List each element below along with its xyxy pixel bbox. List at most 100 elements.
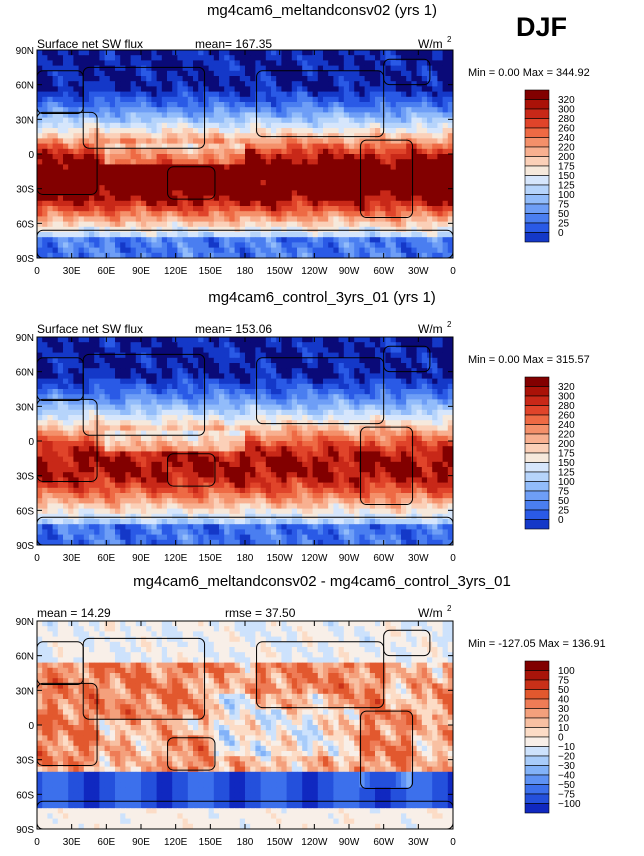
heatmap-cell (89, 148, 95, 155)
colorbar-box (524, 118, 550, 129)
heatmap-cell (104, 216, 111, 222)
heatmap-cell (161, 148, 168, 155)
heatmap-cell (447, 415, 454, 421)
heatmap-cell (125, 363, 131, 369)
heatmap-cell (219, 337, 225, 343)
heatmap-cell (141, 107, 147, 113)
heatmap-cell (390, 76, 397, 82)
heatmap-cell (328, 226, 334, 233)
heatmap-cell (167, 148, 173, 155)
heatmap-cell (281, 226, 287, 233)
heatmap-cell (333, 216, 339, 222)
heatmap-cell (156, 441, 163, 447)
heatmap-cell (104, 415, 111, 421)
heatmap-cell (317, 206, 324, 212)
heatmap-cell (151, 383, 157, 390)
heatmap-cell (286, 65, 293, 72)
heatmap-cell (255, 70, 261, 77)
heatmap-cell (109, 389, 116, 395)
heatmap-cell (83, 221, 90, 228)
heatmap-cell (302, 200, 308, 207)
heatmap-cell (297, 420, 303, 426)
heatmap-cell (265, 112, 272, 118)
heatmap-cell (349, 200, 355, 207)
heatmap-cell (442, 242, 449, 248)
heatmap-cell (219, 154, 225, 160)
heatmap-cell (130, 133, 137, 139)
heatmap-cell (89, 65, 95, 72)
heatmap-cell (198, 138, 204, 144)
heatmap-cell (343, 81, 350, 87)
heatmap-cell (349, 216, 355, 222)
heatmap-cell (115, 164, 121, 170)
heatmap-cell (260, 117, 267, 124)
heatmap-cell (369, 232, 376, 238)
heatmap-cell (167, 70, 173, 77)
heatmap-cell (432, 159, 438, 165)
heatmap-cell (416, 117, 423, 124)
colorbar-label: 260 (558, 124, 575, 135)
panel-title: mg4cam6_control_3yrs_01 (yrs 1) (208, 289, 436, 306)
heatmap-cell (104, 441, 111, 447)
heatmap-cell (411, 180, 417, 186)
heatmap-cell (312, 352, 319, 359)
heatmap-cell (104, 342, 111, 348)
heatmap-cell (302, 117, 308, 124)
heatmap-cell (208, 237, 215, 243)
heatmap-cell (151, 102, 157, 108)
heatmap-cell (447, 102, 454, 108)
heatmap-cell (369, 425, 376, 431)
heatmap-cell (437, 107, 443, 113)
heatmap-cell (416, 226, 423, 233)
heatmap-cell (141, 415, 147, 421)
heatmap-cell (47, 60, 53, 66)
heatmap-cell (307, 216, 313, 222)
heatmap-cell (193, 389, 199, 395)
heatmap-cell (109, 128, 116, 134)
heatmap-cell (411, 337, 417, 343)
heatmap-cell (115, 211, 121, 217)
heatmap-cell (78, 247, 85, 254)
heatmap-cell (281, 143, 287, 150)
heatmap-cell (250, 216, 256, 222)
heatmap-cell (380, 347, 386, 353)
lon-tick-label: 120W (301, 266, 328, 277)
heatmap-cell (323, 352, 329, 359)
heatmap-cell (73, 112, 79, 118)
heatmap-cell (78, 55, 85, 61)
heatmap-cell (78, 237, 85, 243)
heatmap-cell (416, 174, 423, 181)
heatmap-cell (63, 122, 69, 129)
heatmap-cell (447, 420, 454, 426)
heatmap-cell (411, 195, 417, 202)
heatmap-cell (208, 409, 215, 416)
heatmap-cell (291, 399, 298, 405)
heatmap-cell (146, 102, 152, 108)
heatmap-cell (73, 435, 79, 442)
heatmap-cell (307, 174, 313, 181)
heatmap-cell (130, 60, 137, 66)
heatmap-cell (406, 373, 412, 379)
heatmap-cell (432, 399, 438, 405)
heatmap-cell (245, 185, 251, 191)
heatmap-cell (427, 237, 433, 243)
heatmap-cell (317, 237, 324, 243)
heatmap-cell (161, 50, 168, 56)
heatmap-cell (135, 347, 142, 353)
heatmap-cell (42, 143, 48, 150)
heatmap-cell (208, 347, 215, 353)
heatmap-cell (421, 164, 428, 170)
heatmap-cell (83, 102, 90, 108)
heatmap-cell (193, 425, 199, 431)
heatmap-cell (416, 399, 423, 405)
heatmap-cell (172, 133, 178, 139)
heatmap-cell (234, 70, 241, 77)
heatmap-cell (120, 383, 126, 390)
heatmap-cell (198, 55, 204, 61)
heatmap-cell (255, 347, 261, 353)
heatmap-cell (42, 128, 48, 134)
heatmap-cell (213, 237, 220, 243)
heatmap-cell (250, 441, 256, 447)
heatmap-cell (338, 138, 345, 144)
heatmap-cell (156, 247, 163, 254)
